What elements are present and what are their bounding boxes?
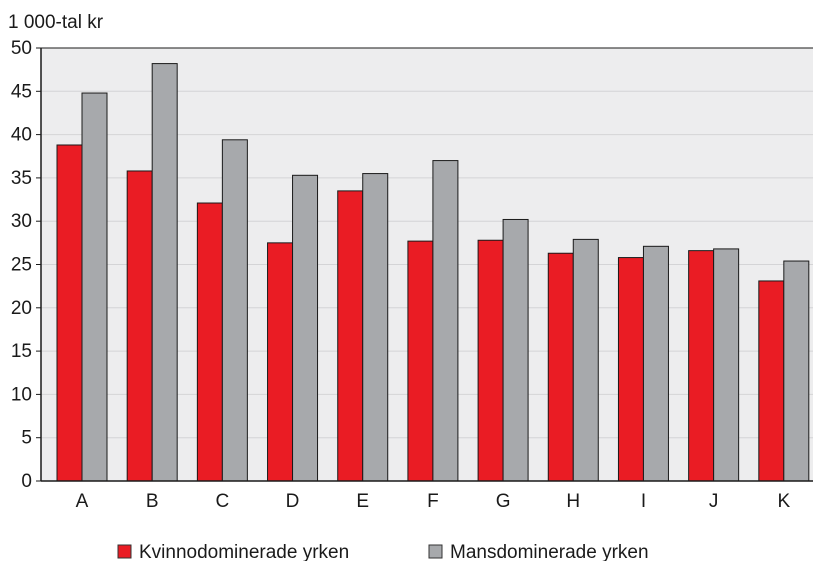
y-tick-label: 10 [11,384,32,405]
y-tick-label: 20 [11,298,32,319]
legend-label: Kvinnodominerade yrken [139,542,349,561]
bar-f-kvinnodominerade [407,240,434,482]
x-tick-label: I [641,491,646,512]
x-tick-label: G [496,491,511,512]
legend-swatch [428,544,443,559]
x-tick-label: J [709,491,719,512]
bar-c-mansdominerade [221,139,248,482]
x-tick-label: E [356,491,369,512]
legend: Kvinnodominerade yrken Mansdominerade yrk… [117,542,649,561]
bar-e-kvinnodominerade [337,190,364,482]
x-tick-label: H [566,491,580,512]
y-tick-label: 5 [21,428,32,449]
bar-k-kvinnodominerade [758,280,785,482]
bar-j-mansdominerade [713,248,740,482]
bar-a-kvinnodominerade [56,144,83,482]
bar-b-mansdominerade [151,63,178,482]
bar-g-kvinnodominerade [477,239,504,482]
x-tick-label: C [215,491,229,512]
y-axis-ticks: 0 5 10 15 20 25 30 35 40 45 50 [11,38,41,492]
bar-f-mansdominerade [432,160,459,482]
x-tick-label: K [777,491,790,512]
bar-h-mansdominerade [572,238,599,482]
bar-d-kvinnodominerade [267,242,294,482]
x-tick-label: D [286,491,300,512]
x-tick-label: B [146,491,159,512]
y-tick-label: 50 [11,38,32,59]
legend-swatch [117,544,132,559]
y-axis-unit-label: 1 000-tal kr [8,12,104,33]
y-tick-label: 0 [21,471,32,492]
bars [56,63,810,482]
y-tick-label: 30 [11,211,32,232]
x-tick-label: A [76,491,89,512]
x-axis-ticks: A B C D E F G H I J K [76,491,791,512]
bar-i-mansdominerade [642,245,669,482]
x-tick-label: F [427,491,439,512]
bar-k-mansdominerade [783,260,810,482]
y-tick-label: 15 [11,341,32,362]
bar-i-kvinnodominerade [617,257,644,482]
bar-c-kvinnodominerade [196,202,223,482]
bar-b-kvinnodominerade [126,170,153,482]
bar-h-kvinnodominerade [547,252,574,482]
y-tick-label: 25 [11,255,32,276]
y-tick-label: 40 [11,125,32,146]
bar-e-mansdominerade [362,173,389,482]
bar-j-kvinnodominerade [688,250,715,482]
bar-g-mansdominerade [502,218,529,482]
y-tick-label: 45 [11,81,32,102]
legend-label: Mansdominerade yrken [450,542,649,561]
bar-a-mansdominerade [81,92,108,482]
bar-d-mansdominerade [292,174,319,482]
y-tick-label: 35 [11,168,32,189]
